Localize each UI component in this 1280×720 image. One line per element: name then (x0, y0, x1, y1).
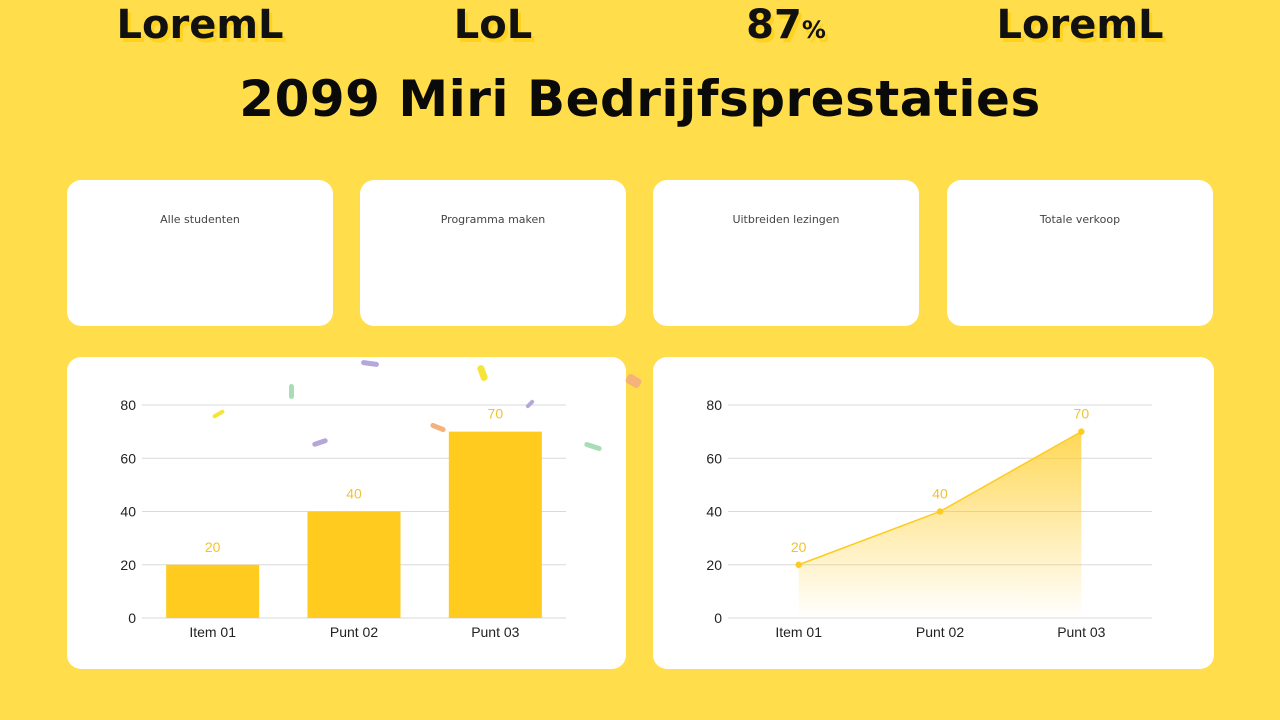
x-tick-label: Punt 02 (330, 624, 378, 640)
data-label: 40 (932, 486, 948, 502)
bar-chart-card: 0 20 40 60 80 Item 01 Punt 02 Punt 03 20 40 70 (67, 357, 626, 669)
y-tick-label: 80 (120, 397, 136, 413)
kpi-card-program: Programma maken LoL (360, 2, 626, 326)
y-tick-label: 60 (120, 450, 136, 466)
y-tick-label: 80 (706, 397, 722, 413)
kpi-label: Programma maken (440, 213, 546, 226)
kpi-label: Totale verkoop (1039, 213, 1121, 226)
y-tick-label: 20 (706, 557, 722, 573)
data-point (1078, 428, 1085, 435)
bar (166, 564, 260, 618)
kpi-value-text: LoremL (116, 2, 284, 48)
area-chart: 0 20 40 60 80 Item 01 Punt 02 Punt 03 20 40 70 (706, 397, 1152, 640)
data-point (795, 561, 802, 568)
data-label: 70 (488, 406, 504, 422)
page-title: 2099 Miri Bedrijfsprestaties (239, 70, 1041, 128)
kpi-value: LoremL (947, 2, 1213, 48)
y-tick-label: 60 (706, 450, 722, 466)
x-tick-label: Punt 02 (916, 624, 964, 640)
data-label: 70 (1074, 406, 1090, 422)
data-label: 40 (346, 486, 362, 502)
confetti-decoration (624, 372, 643, 390)
y-tick-label: 40 (706, 504, 722, 520)
x-tick-label: Punt 03 (1057, 624, 1105, 640)
kpi-value-text: LoremL (996, 2, 1164, 48)
y-tick-label: 40 (120, 504, 136, 520)
kpi-value-text: 87 (746, 2, 802, 48)
kpi-value: LoremL (67, 2, 333, 48)
bar-chart: 0 20 40 60 80 Item 01 Punt 02 Punt 03 20 40 70 (120, 397, 566, 640)
bar (448, 431, 542, 618)
y-tick-label: 20 (120, 557, 136, 573)
data-label: 20 (205, 539, 221, 555)
bar (307, 511, 401, 618)
area-chart-card: 0 20 40 60 80 Item 01 Punt 02 Punt 03 20 40 70 (653, 357, 1214, 669)
kpi-unit: % (801, 16, 826, 44)
x-tick-label: Item 01 (775, 624, 822, 640)
x-tick-label: Item 01 (189, 624, 236, 640)
data-label: 20 (791, 539, 807, 555)
y-tick-label: 0 (714, 610, 722, 626)
kpi-value: LoL (360, 2, 626, 48)
kpi-card-sales: Totale verkoop LoremL (947, 2, 1213, 326)
kpi-label: Uitbreiden lezingen (732, 213, 840, 226)
kpi-value: 87% (653, 2, 919, 48)
area-fill (798, 431, 1082, 618)
y-tick-label: 0 (128, 610, 136, 626)
confetti-decoration (289, 384, 294, 399)
kpi-card-students: Alle studenten LoremL (67, 2, 333, 326)
x-tick-label: Punt 03 (471, 624, 519, 640)
data-point (936, 508, 944, 515)
kpi-value-text: LoL (453, 2, 533, 48)
kpi-label: Alle studenten (160, 213, 240, 226)
kpi-card-lectures: Uitbreiden lezingen 87% (653, 2, 919, 326)
